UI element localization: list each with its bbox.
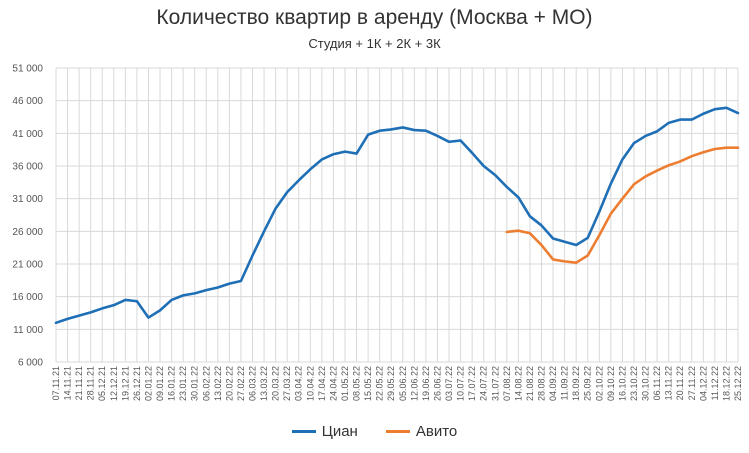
x-tick-label: 03.04.22 xyxy=(294,366,304,401)
x-tick-label: 20.03.22 xyxy=(271,366,281,401)
x-tick-label: 13.11.22 xyxy=(664,366,674,400)
legend-label-avito: Авито xyxy=(415,423,458,440)
x-tick-label: 19.06.22 xyxy=(421,366,431,401)
x-tick-label: 29.05.22 xyxy=(386,366,396,401)
x-tick-label: 17.04.22 xyxy=(317,366,327,401)
x-tick-label: 12.06.22 xyxy=(409,366,419,401)
x-tick-label: 05.12.21 xyxy=(97,366,107,401)
x-tick-label: 14.11.21 xyxy=(63,366,73,400)
x-tick-label: 11.12.22 xyxy=(710,366,720,400)
x-tick-label: 20.02.22 xyxy=(224,366,234,401)
x-tick-label: 02.01.22 xyxy=(143,366,153,401)
x-tick-label: 15.05.22 xyxy=(363,366,373,401)
x-tick-label: 26.06.22 xyxy=(432,366,442,401)
y-tick-label: 21 000 xyxy=(12,260,43,271)
series-line-avito xyxy=(505,146,740,264)
x-tick-label: 07.08.22 xyxy=(502,366,512,401)
chart-title: Количество квартир в аренду (Москва + МО… xyxy=(156,6,593,29)
x-tick-label: 06.03.22 xyxy=(248,366,258,401)
x-tick-label: 14.08.22 xyxy=(513,366,523,401)
legend-item-avito[interactable]: Авито xyxy=(385,423,458,440)
y-tick-label: 41 000 xyxy=(12,129,43,140)
y-axis-ticks: 6 000 11 000 16 000 21 000 26 000 31 000 36 00… xyxy=(12,64,43,369)
x-tick-label: 25.09.22 xyxy=(583,366,593,401)
x-tick-label: 17.07.22 xyxy=(467,366,477,401)
x-tick-label: 24.04.22 xyxy=(328,366,338,401)
x-axis-ticks: 07.11.21 14.11.21 21.11.21 28.11.21 05.12.21… xyxy=(51,366,743,401)
x-tick-label: 04.09.22 xyxy=(548,366,558,401)
y-tick-label: 11 000 xyxy=(13,325,43,336)
x-tick-label: 25.12.22 xyxy=(733,366,743,401)
x-tick-label: 12.12.21 xyxy=(109,366,119,401)
y-tick-label: 31 000 xyxy=(12,194,43,205)
x-tick-label: 27.03.22 xyxy=(282,366,292,401)
y-tick-label: 36 000 xyxy=(12,162,43,173)
x-tick-label: 13.02.22 xyxy=(213,366,223,401)
series-lines xyxy=(54,106,740,325)
x-tick-label: 30.10.22 xyxy=(641,366,651,401)
x-tick-label: 09.01.22 xyxy=(155,366,165,401)
x-tick-label: 10.07.22 xyxy=(456,366,466,401)
x-tick-label: 22.05.22 xyxy=(375,366,385,401)
series-line-cian xyxy=(54,106,740,325)
legend-label-cian: Циан xyxy=(321,423,358,440)
legend-swatch-cian xyxy=(291,430,316,433)
x-tick-label: 24.07.22 xyxy=(479,366,489,401)
x-tick-label: 30.01.22 xyxy=(190,366,200,401)
y-tick-label: 26 000 xyxy=(12,227,43,238)
x-tick-label: 06.11.22 xyxy=(652,366,662,400)
x-tick-label: 05.06.22 xyxy=(398,366,408,401)
x-tick-label: 16.01.22 xyxy=(167,366,177,401)
x-tick-label: 08.05.22 xyxy=(352,366,362,401)
x-tick-label: 23.01.22 xyxy=(178,366,188,401)
x-tick-label: 28.08.22 xyxy=(536,366,546,401)
y-tick-label: 6 000 xyxy=(18,358,43,369)
x-tick-label: 13.03.22 xyxy=(259,366,269,401)
x-tick-label: 21.11.21 xyxy=(74,366,84,400)
y-tick-label: 51 000 xyxy=(12,64,43,75)
x-tick-label: 27.11.22 xyxy=(687,366,697,400)
x-tick-label: 06.02.22 xyxy=(201,366,211,401)
x-tick-label: 10.04.22 xyxy=(305,366,315,401)
line-chart: 6 000 11 000 16 000 21 000 26 000 31 000 36 00… xyxy=(12,64,743,402)
chart-subtitle: Студия + 1К + 2К + 3К xyxy=(308,36,441,51)
legend-swatch-avito xyxy=(385,430,410,433)
x-tick-label: 03.07.22 xyxy=(444,366,454,401)
x-tick-label: 21.08.22 xyxy=(525,366,535,401)
x-tick-label: 26.12.21 xyxy=(132,366,142,401)
x-tick-label: 18.12.22 xyxy=(721,366,731,401)
x-tick-label: 02.10.22 xyxy=(594,366,604,401)
x-tick-label: 28.11.21 xyxy=(86,366,96,400)
x-tick-label: 16.10.22 xyxy=(617,366,627,401)
x-tick-label: 23.10.22 xyxy=(629,366,639,401)
gridlines xyxy=(55,67,739,363)
x-tick-label: 01.05.22 xyxy=(340,366,350,401)
legend: Циан Авито xyxy=(0,423,749,440)
x-tick-label: 04.12.22 xyxy=(698,366,708,401)
x-tick-label: 11.09.22 xyxy=(560,366,570,400)
x-tick-label: 09.10.22 xyxy=(606,366,616,401)
x-tick-label: 18.09.22 xyxy=(571,366,581,401)
y-tick-label: 46 000 xyxy=(12,96,43,107)
legend-item-cian[interactable]: Циан xyxy=(291,423,358,440)
x-tick-label: 20.11.22 xyxy=(675,366,685,400)
x-tick-label: 19.12.21 xyxy=(120,366,130,401)
x-tick-label: 31.07.22 xyxy=(490,366,500,401)
x-tick-label: 27.02.22 xyxy=(236,366,246,401)
x-tick-label: 07.11.21 xyxy=(51,366,61,400)
y-tick-label: 16 000 xyxy=(12,292,43,303)
